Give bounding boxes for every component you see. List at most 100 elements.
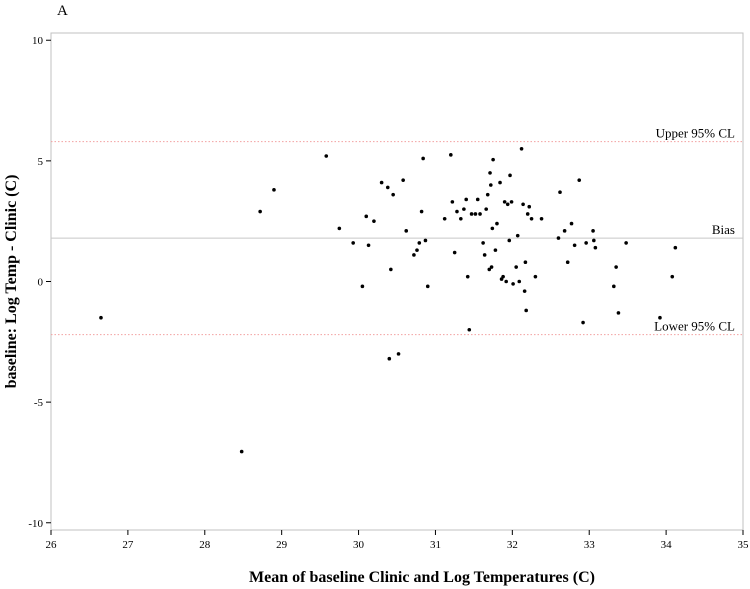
data-point bbox=[360, 284, 365, 289]
data-point bbox=[475, 197, 480, 202]
data-point bbox=[389, 267, 393, 272]
data-point bbox=[417, 241, 422, 245]
data-point bbox=[421, 156, 425, 161]
data-point bbox=[482, 253, 487, 257]
y-tick-label: 0 bbox=[38, 277, 44, 289]
y-axis-title: baseline: Log Temp - Clinic (C) bbox=[3, 175, 20, 389]
data-point bbox=[401, 178, 405, 182]
x-tick-label: 35 bbox=[738, 539, 750, 551]
data-point bbox=[584, 241, 588, 245]
data-point bbox=[425, 284, 430, 289]
data-point bbox=[485, 192, 490, 197]
plot-frame bbox=[50, 32, 744, 531]
data-point bbox=[616, 311, 621, 315]
x-axis-title: Mean of baseline Clinic and Log Temperat… bbox=[249, 569, 595, 586]
data-point bbox=[614, 265, 618, 269]
data-point bbox=[593, 245, 598, 250]
data-point bbox=[577, 178, 582, 182]
data-points bbox=[99, 147, 678, 454]
data-point bbox=[505, 202, 510, 207]
data-point bbox=[525, 212, 530, 216]
y-axis: -10 -5 0 5 10 bbox=[28, 35, 51, 530]
data-point bbox=[473, 212, 478, 216]
data-point bbox=[673, 245, 678, 250]
data-point bbox=[489, 265, 494, 269]
data-point bbox=[396, 352, 401, 356]
data-point bbox=[527, 204, 532, 209]
data-point bbox=[391, 192, 395, 197]
data-point bbox=[455, 209, 459, 214]
data-point bbox=[465, 274, 470, 279]
y-tick-label: 5 bbox=[38, 156, 44, 168]
data-point bbox=[364, 214, 369, 219]
data-point bbox=[469, 212, 474, 216]
data-point bbox=[517, 279, 522, 284]
data-point bbox=[488, 171, 492, 175]
data-point bbox=[558, 190, 562, 195]
x-tick-label: 32 bbox=[507, 539, 518, 551]
data-point bbox=[562, 229, 567, 233]
data-point bbox=[239, 449, 244, 454]
data-point bbox=[507, 238, 512, 243]
data-point bbox=[452, 250, 457, 255]
data-point bbox=[515, 233, 520, 238]
data-point bbox=[524, 308, 528, 313]
data-point bbox=[533, 274, 538, 279]
panel-label: A bbox=[57, 3, 68, 19]
data-point bbox=[591, 229, 595, 233]
data-point bbox=[467, 327, 472, 332]
data-point bbox=[522, 289, 527, 293]
x-tick-label: 29 bbox=[276, 539, 288, 551]
data-point bbox=[572, 243, 577, 248]
data-point bbox=[481, 241, 485, 245]
data-point bbox=[501, 274, 505, 279]
data-point bbox=[379, 180, 384, 185]
data-point bbox=[493, 248, 498, 252]
data-point bbox=[509, 200, 514, 204]
reference-line-label-0: Upper 95% CL bbox=[656, 126, 735, 141]
data-point bbox=[670, 274, 675, 279]
x-axis: 26 27 28 29 30 31 32 33 34 35 bbox=[46, 530, 750, 551]
x-tick-label: 33 bbox=[584, 539, 596, 551]
data-point bbox=[366, 243, 371, 248]
y-tick-label: -10 bbox=[28, 518, 43, 530]
data-point bbox=[99, 315, 103, 320]
data-point bbox=[462, 207, 466, 211]
data-point bbox=[351, 241, 355, 245]
data-point bbox=[450, 200, 455, 204]
data-point bbox=[565, 260, 570, 264]
data-point bbox=[502, 200, 507, 204]
reference-line-label-1: Bias bbox=[712, 222, 735, 237]
x-tick-label: 34 bbox=[661, 539, 673, 551]
data-point bbox=[272, 188, 276, 192]
y-tick-label: -5 bbox=[34, 397, 44, 409]
data-point bbox=[464, 197, 469, 202]
data-point bbox=[412, 253, 416, 257]
data-point bbox=[514, 265, 518, 269]
data-point bbox=[419, 209, 424, 214]
data-point bbox=[504, 279, 508, 284]
data-point bbox=[523, 260, 528, 264]
data-point bbox=[372, 219, 376, 223]
x-tick-label: 27 bbox=[122, 539, 134, 551]
data-point bbox=[491, 157, 495, 162]
x-tick-label: 31 bbox=[430, 539, 441, 551]
data-point bbox=[658, 315, 662, 320]
data-point bbox=[529, 216, 534, 221]
data-point bbox=[511, 282, 515, 286]
data-point bbox=[592, 238, 596, 243]
x-tick-label: 26 bbox=[46, 539, 58, 551]
data-point bbox=[459, 216, 463, 221]
data-point bbox=[324, 154, 329, 158]
data-point bbox=[404, 229, 409, 233]
data-point bbox=[478, 212, 482, 216]
data-point bbox=[442, 216, 447, 221]
data-point bbox=[612, 284, 616, 289]
y-tick-label: 10 bbox=[32, 35, 44, 47]
data-point bbox=[581, 320, 585, 325]
data-point bbox=[539, 216, 544, 221]
x-tick-label: 28 bbox=[199, 539, 211, 551]
data-point bbox=[258, 209, 262, 214]
data-point bbox=[385, 185, 390, 190]
